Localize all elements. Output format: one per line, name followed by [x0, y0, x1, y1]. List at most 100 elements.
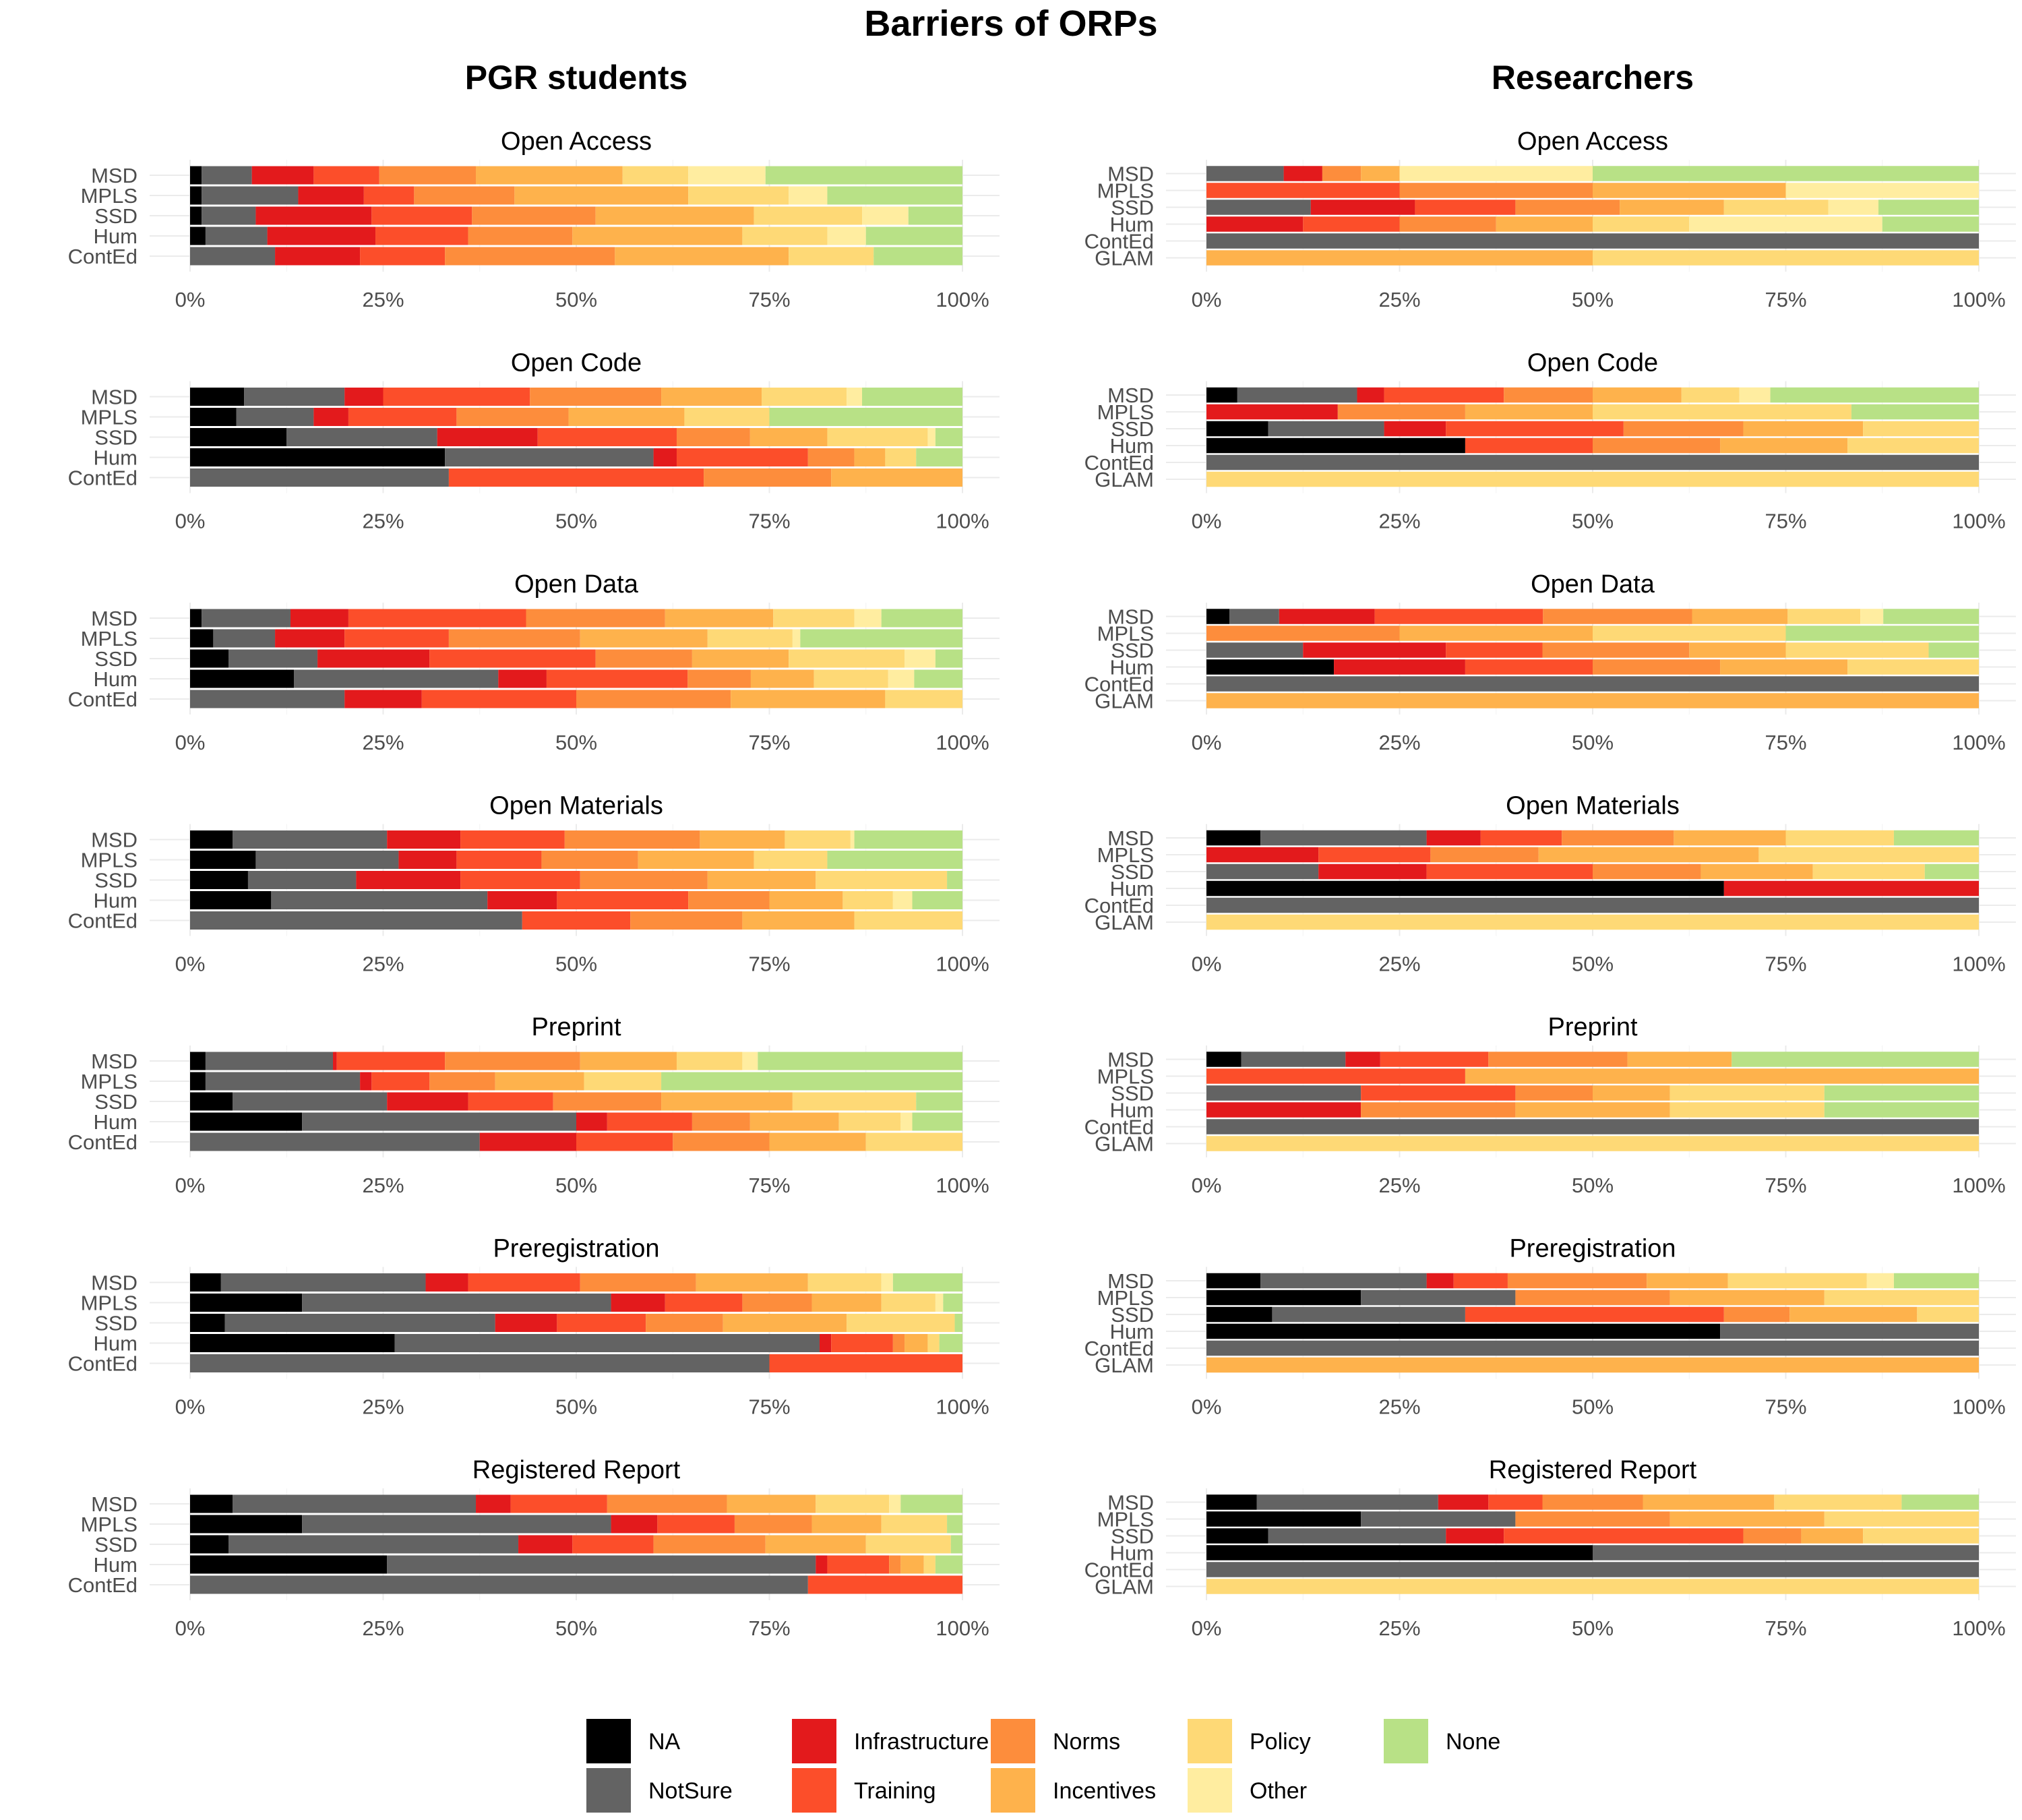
bar-segment-other — [888, 669, 915, 688]
row-label: MPLS — [81, 184, 137, 208]
x-tick-label: 75% — [748, 288, 790, 311]
bar-segment-notsure — [190, 468, 449, 487]
bar-segment-policy — [754, 851, 828, 869]
bar-segment-training — [1206, 1068, 1465, 1084]
bar-segment-infrastructure — [498, 669, 547, 688]
row-label: Hum — [94, 1553, 137, 1577]
bar-segment-policy — [1785, 830, 1894, 846]
bar-segment-none — [769, 408, 962, 426]
row-label: MSD — [91, 828, 137, 852]
bar-segment-policy — [1785, 642, 1929, 658]
bar-segment-infrastructure — [1446, 1528, 1504, 1544]
bar-segment-na — [1206, 659, 1335, 675]
bar-segment-policy — [1847, 659, 1979, 675]
bar-segment-other — [1399, 166, 1593, 181]
bar-segment-na — [190, 1494, 233, 1513]
bar-segment-none — [1770, 387, 1979, 403]
bar-segment-na — [190, 649, 229, 668]
row-label: Hum — [1110, 1542, 1154, 1565]
bar-segment-notsure — [286, 428, 437, 446]
bar-segment-notsure — [205, 1072, 361, 1091]
panel-title: Open Data — [1531, 570, 1655, 599]
row-label: GLAM — [1095, 911, 1154, 934]
row-label: ContEd — [1084, 1337, 1154, 1360]
bar-segment-policy — [1206, 1579, 1979, 1594]
bar-segment-notsure — [387, 1555, 816, 1574]
bar-segment-policy — [881, 1294, 936, 1312]
bar-segment-notsure — [1206, 1119, 1979, 1134]
bar-segment-incentives — [1674, 830, 1786, 846]
bar-segment-na — [1206, 1052, 1242, 1067]
bar-segment-na — [190, 629, 214, 648]
bar-segment-incentives — [1669, 1511, 1825, 1527]
bar-segment-none — [1883, 609, 1979, 624]
bar-segment-norms — [595, 649, 692, 668]
bar-segment-infrastructure — [1426, 830, 1481, 846]
bar-segment-notsure — [1361, 1511, 1516, 1527]
row-label: MPLS — [1097, 179, 1154, 203]
column-title-1: Researchers — [1492, 59, 1694, 96]
bar-segment-incentives — [1593, 183, 1786, 198]
bar-segment-infrastructure — [576, 1112, 607, 1131]
bar-segment-na — [190, 408, 237, 426]
row-label: SSD — [1111, 417, 1154, 441]
bar-segment-incentives — [1538, 847, 1759, 863]
legend-label-training: Training — [854, 1778, 936, 1804]
bar-segment-training — [665, 1294, 743, 1312]
bar-segment-na — [1206, 1494, 1257, 1510]
x-tick-label: 25% — [362, 510, 404, 533]
legend-label-infrastructure: Infrastructure — [854, 1729, 989, 1755]
bar-segment-norms — [734, 1515, 812, 1534]
bar-segment-na — [1206, 1545, 1593, 1560]
bar-segment-policy — [622, 166, 689, 185]
x-tick-label: 0% — [175, 1395, 206, 1419]
bar-segment-policy — [1863, 1528, 1979, 1544]
x-tick-label: 0% — [1192, 952, 1222, 976]
bar-segment-incentives — [495, 1072, 584, 1091]
x-tick-label: 25% — [362, 952, 404, 976]
row-label: ContEd — [68, 1130, 137, 1154]
bar-segment-incentives — [514, 186, 689, 205]
bar-segment-infrastructure — [290, 609, 348, 628]
bar-segment-infrastructure — [255, 206, 372, 225]
bar-segment-notsure — [190, 1575, 808, 1594]
legend-label-na: NA — [648, 1729, 681, 1755]
bar-segment-incentives — [723, 1314, 847, 1332]
bar-segment-na — [190, 206, 202, 225]
bar-segment-none — [947, 1515, 962, 1534]
bar-segment-incentives — [595, 206, 754, 225]
bar-segment-incentives — [1465, 404, 1593, 420]
bar-segment-policy — [1727, 1273, 1867, 1289]
bar-segment-policy — [1681, 387, 1740, 403]
bar-segment-none — [1593, 166, 1979, 181]
bar-segment-na — [190, 1072, 206, 1091]
bar-segment-notsure — [233, 1092, 388, 1111]
x-tick-label: 100% — [936, 731, 989, 754]
bar-segment-policy — [927, 1334, 940, 1352]
panel-title: Open Code — [511, 349, 642, 377]
x-tick-label: 100% — [1952, 952, 2005, 976]
bar-segment-infrastructure — [816, 1555, 828, 1574]
bar-segment-other — [854, 609, 882, 628]
panel-title: Open Access — [501, 127, 652, 156]
bar-segment-training — [348, 408, 457, 426]
bar-segment-training — [557, 891, 689, 909]
bar-segment-norms — [1542, 1494, 1643, 1510]
x-tick-label: 25% — [362, 288, 404, 311]
bar-segment-other — [889, 1494, 901, 1513]
panel-title: Open Materials — [489, 792, 663, 820]
row-label: SSD — [1111, 196, 1154, 220]
bar-segment-other — [1785, 183, 1979, 198]
bar-segment-training — [1446, 421, 1624, 437]
row-label: MPLS — [81, 1513, 137, 1536]
bar-segment-na — [190, 871, 248, 889]
x-tick-label: 100% — [1952, 288, 2005, 311]
x-tick-label: 50% — [555, 1174, 597, 1197]
x-tick-label: 50% — [1572, 731, 1614, 754]
bar-segment-notsure — [255, 851, 399, 869]
bar-segment-policy — [1206, 1136, 1979, 1151]
legend-label-norms: Norms — [1053, 1729, 1120, 1755]
bar-segment-norms — [468, 226, 573, 245]
bar-segment-notsure — [224, 1314, 495, 1332]
bar-segment-other — [789, 186, 828, 205]
